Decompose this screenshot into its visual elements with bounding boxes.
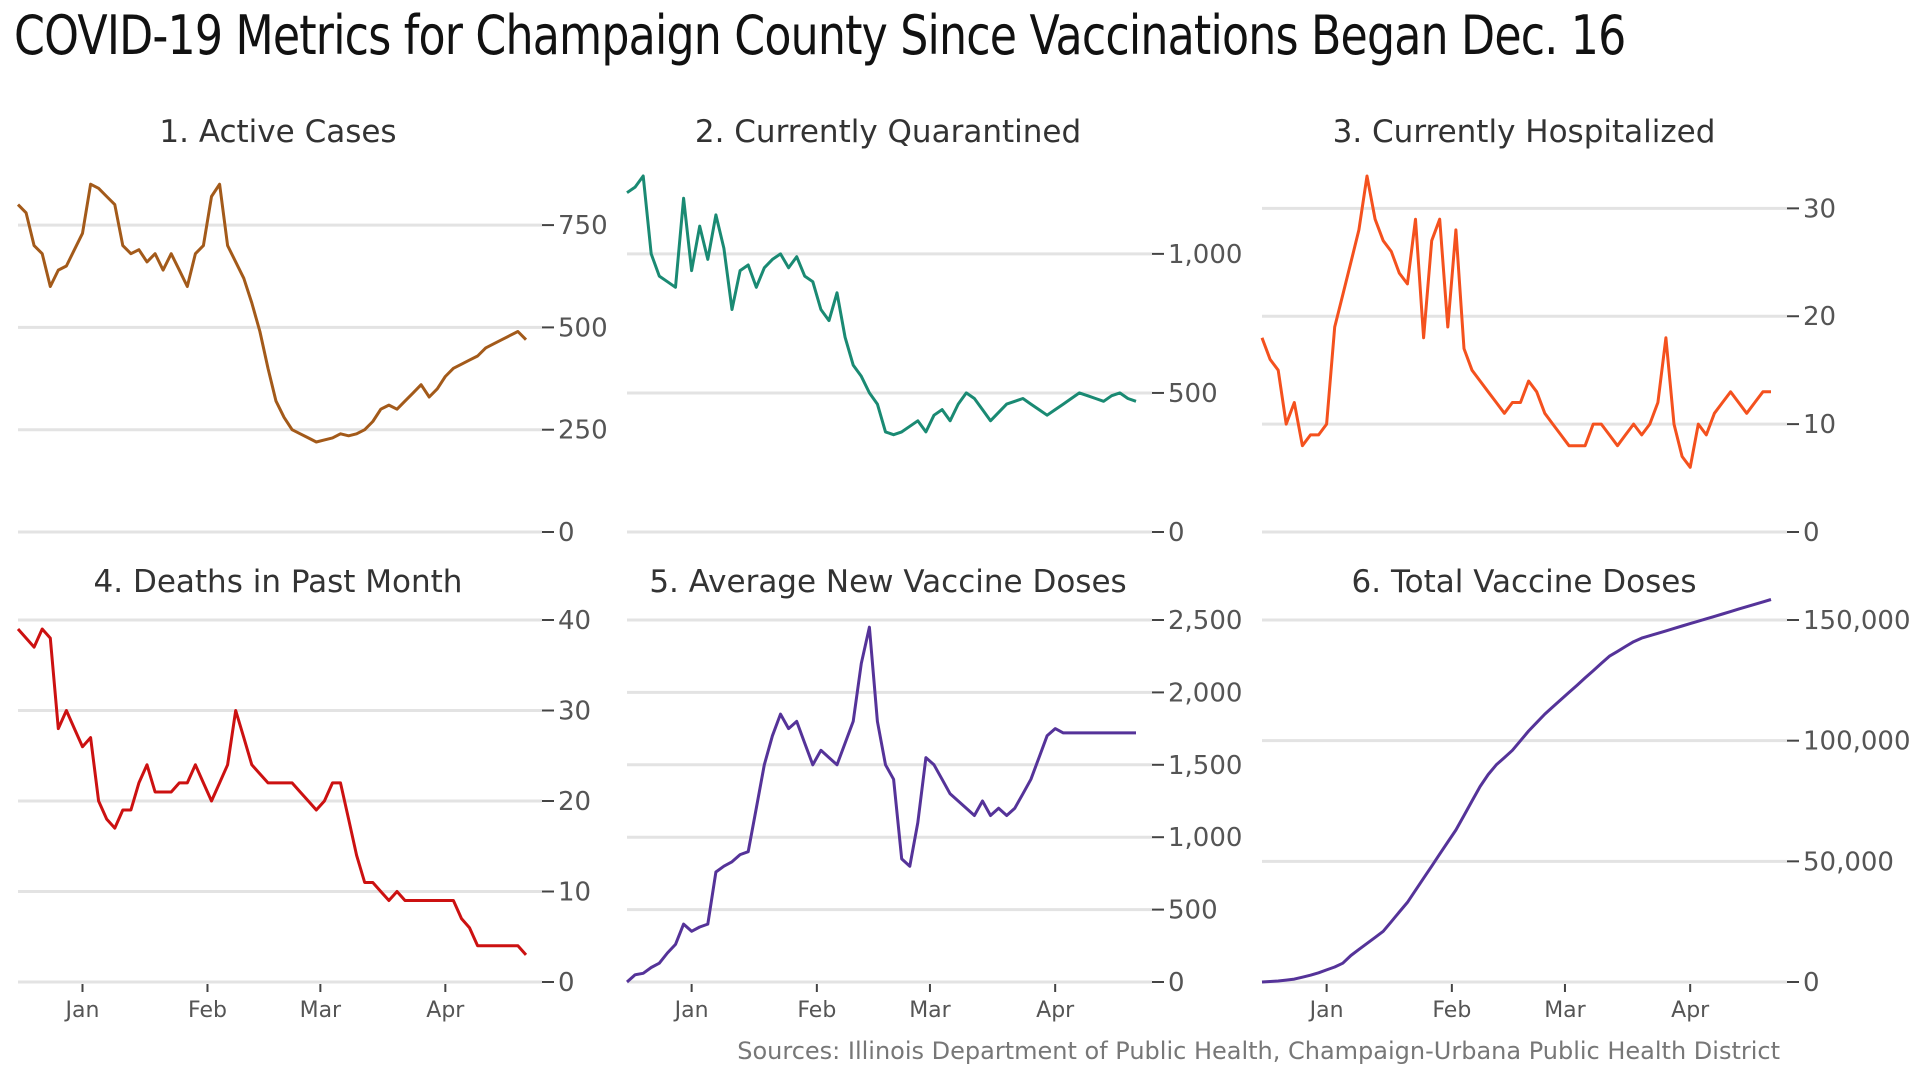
y-tick-label: 20	[1803, 302, 1836, 332]
y-tick-label: 0	[558, 518, 575, 548]
x-tick-label: Jan	[673, 998, 709, 1023]
y-tick-label: 1,500	[1168, 751, 1242, 781]
x-tick-label: Apr	[426, 998, 465, 1023]
y-tick-label: 1,000	[1168, 823, 1242, 853]
panel-3: 0 10 20 30 3. Currently Hospitalized	[1260, 114, 1836, 548]
source-note: Sources: Illinois Department of Public H…	[737, 1037, 1780, 1065]
y-tick-label: 100,000	[1803, 727, 1911, 757]
series-line	[1260, 174, 1771, 469]
panel-2: 0 500 1,000 2. Currently Quarantined	[626, 114, 1242, 548]
x-tick-label: Jan	[64, 998, 100, 1023]
x-tick-label: Apr	[1036, 998, 1075, 1023]
x-tick-label: Jan	[1308, 998, 1344, 1023]
y-tick-label: 500	[1168, 379, 1218, 409]
panel-title: 2. Currently Quarantined	[695, 114, 1081, 150]
panel-title: 5. Average New Vaccine Doses	[649, 564, 1126, 600]
panel-6: 0 50,000 100,000 150,000 6. Total Vaccine Do…	[1261, 564, 1911, 1023]
series-line	[16, 182, 528, 444]
y-tick-label: 750	[558, 211, 608, 241]
panel-title: 3. Currently Hospitalized	[1333, 114, 1716, 150]
y-tick-label: 50,000	[1803, 847, 1894, 877]
series-line	[1261, 598, 1772, 984]
y-tick-label: 0	[1168, 518, 1185, 548]
y-tick-label: 30	[558, 697, 591, 727]
series-line	[626, 625, 1136, 984]
y-tick-label: 250	[558, 416, 608, 446]
chart-main-title: COVID-19 Metrics for Champaign County Si…	[14, 4, 1626, 67]
panel-4: 0 10 20 30 40 4. Deaths in Past Month Jan Feb Ma…	[16, 564, 591, 1023]
x-tick-label: Feb	[188, 998, 227, 1023]
panel-5: 0 500 1,000 1,500 2,000 2,500 5. Average New V…	[626, 564, 1242, 1023]
panel-title: 1. Active Cases	[159, 114, 396, 150]
y-tick-label: 0	[1168, 968, 1185, 998]
y-tick-label: 0	[1803, 518, 1820, 548]
x-tick-label: Mar	[909, 998, 951, 1023]
y-tick-label: 2,500	[1168, 606, 1242, 636]
x-tick-label: Mar	[1544, 998, 1586, 1023]
y-tick-label: 0	[1803, 968, 1820, 998]
x-tick-label: Feb	[797, 998, 836, 1023]
panel-1: 0 250 500 750 1. Active Cases	[16, 114, 608, 548]
series-line	[16, 627, 528, 956]
x-tick-label: Mar	[300, 998, 342, 1023]
y-tick-label: 500	[1168, 896, 1218, 926]
panel-title: 6. Total Vaccine Doses	[1352, 564, 1697, 600]
y-tick-label: 20	[558, 787, 591, 817]
y-tick-label: 1,000	[1168, 240, 1242, 270]
y-tick-label: 500	[558, 313, 608, 343]
y-tick-label: 150,000	[1803, 606, 1911, 636]
x-tick-label: Apr	[1671, 998, 1710, 1023]
x-tick-label: Feb	[1432, 998, 1471, 1023]
y-tick-label: 2,000	[1168, 678, 1242, 708]
panel-title: 4. Deaths in Past Month	[94, 564, 463, 600]
y-tick-label: 10	[1803, 410, 1836, 440]
y-tick-label: 30	[1803, 194, 1836, 224]
y-tick-label: 40	[558, 606, 591, 636]
series-line	[626, 174, 1137, 437]
y-tick-label: 10	[558, 878, 591, 908]
y-tick-label: 0	[558, 968, 575, 998]
